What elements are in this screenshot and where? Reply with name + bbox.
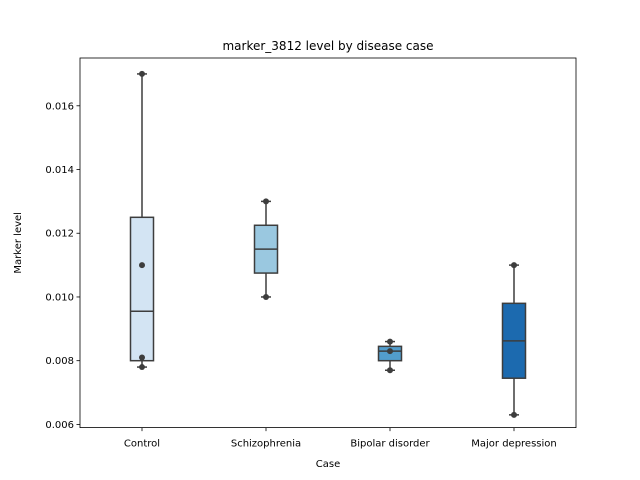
data-point xyxy=(139,262,145,269)
data-point xyxy=(387,348,393,355)
data-point xyxy=(387,367,393,374)
data-point xyxy=(263,293,269,300)
x-tick-label: Major depression xyxy=(471,439,557,450)
x-axis-label: Case xyxy=(316,459,340,470)
y-tick-label: 0.016 xyxy=(45,101,74,112)
data-point xyxy=(139,364,145,371)
data-point xyxy=(511,262,517,269)
chart-title: marker_3812 level by disease case xyxy=(222,39,433,53)
y-tick-label: 0.012 xyxy=(45,229,74,240)
data-point xyxy=(387,338,393,345)
data-point xyxy=(511,411,517,418)
x-tick-label: Control xyxy=(124,439,160,450)
plot-area: 0.006 0.008 0.010 0.012 0.014 0.016 Control Sch… xyxy=(45,70,557,450)
box-iqr xyxy=(129,216,155,362)
x-tick-label: Bipolar disorder xyxy=(350,439,430,450)
y-axis-label: Marker level xyxy=(13,212,24,274)
axes-frame xyxy=(79,57,577,429)
data-point xyxy=(263,198,269,205)
y-tick-label: 0.006 xyxy=(45,420,74,431)
data-point xyxy=(139,354,145,361)
y-tick-label: 0.014 xyxy=(45,165,74,176)
data-point xyxy=(139,70,145,77)
x-tick-label: Schizophrenia xyxy=(231,439,301,450)
y-tick-label: 0.010 xyxy=(45,292,74,303)
y-tick-label: 0.008 xyxy=(45,356,74,367)
